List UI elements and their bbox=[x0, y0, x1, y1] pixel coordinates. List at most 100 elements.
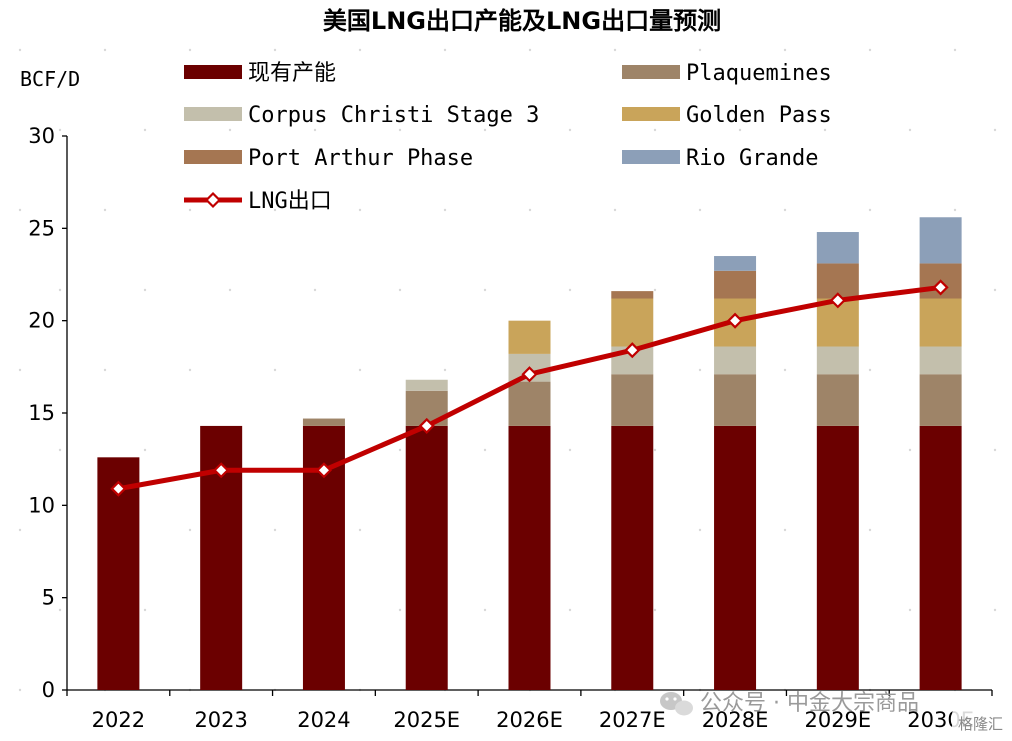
background-dot bbox=[568, 448, 572, 452]
background-dot bbox=[993, 288, 997, 292]
bar-segment bbox=[611, 291, 654, 299]
background-dot bbox=[58, 448, 62, 452]
background-dot bbox=[58, 128, 62, 132]
bar-segment bbox=[714, 256, 757, 271]
background-dot bbox=[698, 48, 702, 52]
line-point-marker bbox=[829, 292, 846, 309]
background-dot bbox=[188, 528, 192, 532]
background-dot bbox=[908, 128, 912, 132]
background-dot bbox=[823, 128, 827, 132]
background-dot bbox=[273, 48, 277, 52]
background-dot bbox=[103, 368, 107, 372]
bar-segment bbox=[611, 298, 654, 347]
bar-segment bbox=[816, 346, 859, 375]
y-tick-label: 20 bbox=[28, 309, 55, 333]
y-tick-label: 25 bbox=[28, 216, 55, 240]
line-point-marker bbox=[213, 462, 230, 479]
background-dot bbox=[18, 528, 22, 532]
bar-segment bbox=[919, 217, 962, 264]
bar-segment bbox=[611, 425, 654, 690]
y-axis-unit-label: BCF/D bbox=[20, 67, 80, 91]
background-dot bbox=[143, 608, 147, 612]
background-dot bbox=[528, 208, 532, 212]
background-dot bbox=[953, 48, 957, 52]
wechat-icon bbox=[660, 692, 693, 716]
background-dot bbox=[783, 48, 787, 52]
background-dot bbox=[228, 288, 232, 292]
background-dot bbox=[993, 448, 997, 452]
bar-segment bbox=[816, 232, 859, 264]
background-dot bbox=[568, 608, 572, 612]
legend-swatch bbox=[184, 65, 242, 79]
bar-segment bbox=[816, 425, 859, 690]
background-dot bbox=[653, 448, 657, 452]
background-dot bbox=[398, 128, 402, 132]
background-dot bbox=[483, 608, 487, 612]
background-dot bbox=[868, 528, 872, 532]
x-tick-label: 2024 bbox=[297, 708, 350, 732]
background-dot bbox=[908, 608, 912, 612]
background-dot bbox=[188, 368, 192, 372]
y-tick-label: 15 bbox=[28, 401, 55, 425]
background-dot bbox=[58, 288, 62, 292]
background-dot bbox=[358, 368, 362, 372]
bar-segment bbox=[714, 374, 757, 426]
x-tick-label: 2023 bbox=[194, 708, 247, 732]
background-dot bbox=[358, 208, 362, 212]
background-dot bbox=[868, 48, 872, 52]
background-dot bbox=[358, 528, 362, 532]
x-tick-label: 2028E bbox=[702, 708, 769, 732]
background-dot bbox=[398, 608, 402, 612]
background-dot bbox=[143, 128, 147, 132]
background-dot bbox=[398, 448, 402, 452]
bar-segment bbox=[919, 346, 962, 375]
background-dot bbox=[443, 208, 447, 212]
bar-segment bbox=[611, 374, 654, 426]
line-point-marker bbox=[315, 462, 333, 479]
background-dot bbox=[653, 128, 657, 132]
line-point-marker bbox=[932, 279, 949, 296]
background-dot bbox=[273, 368, 277, 372]
background-dot bbox=[18, 48, 22, 52]
legend-label: Golden Pass bbox=[686, 103, 832, 128]
background-dot bbox=[568, 128, 572, 132]
bar-segment bbox=[302, 418, 345, 426]
legend-label: 现有产能 bbox=[248, 61, 336, 86]
x-tick-label: 2027E bbox=[599, 708, 666, 732]
background-dot bbox=[738, 128, 742, 132]
bar-segment bbox=[816, 374, 859, 426]
y-tick-label: 30 bbox=[28, 124, 55, 148]
bar-segment bbox=[919, 425, 962, 690]
background-dot bbox=[18, 688, 22, 692]
background-dot bbox=[783, 208, 787, 212]
background-dot bbox=[103, 208, 107, 212]
background-dot bbox=[613, 208, 617, 212]
background-dot bbox=[273, 528, 277, 532]
background-dot bbox=[103, 48, 107, 52]
x-tick-label: 2029E bbox=[804, 708, 871, 732]
background-dot bbox=[188, 48, 192, 52]
legend-item: 现有产能 bbox=[184, 61, 336, 86]
plot-area: 0 5 10 15 20 25 30 2022 2023 2024 2025E 2026E 2027E 2… bbox=[18, 48, 997, 732]
bar-segment bbox=[508, 381, 551, 426]
background-dot bbox=[188, 208, 192, 212]
legend: 现有产能 Plaquemines Corpus Christi Stage 3 Gol… bbox=[184, 61, 832, 214]
background-dot bbox=[18, 208, 22, 212]
background-dot bbox=[908, 448, 912, 452]
legend-item: Plaquemines bbox=[622, 61, 832, 86]
x-tick-label: 2026E bbox=[496, 708, 563, 732]
legend-item: Corpus Christi Stage 3 bbox=[184, 103, 539, 128]
background-dot bbox=[398, 288, 402, 292]
legend-swatch bbox=[184, 107, 242, 121]
legend-item: Golden Pass bbox=[622, 103, 832, 128]
legend-marker bbox=[204, 191, 222, 209]
x-tick-label: 2025E bbox=[393, 708, 460, 732]
legend-swatch bbox=[622, 150, 680, 164]
background-dot bbox=[443, 48, 447, 52]
legend-label: Corpus Christi Stage 3 bbox=[248, 103, 539, 128]
background-dot bbox=[313, 288, 317, 292]
background-dot bbox=[783, 368, 787, 372]
legend-swatch bbox=[622, 65, 680, 79]
watermark-badge-background bbox=[952, 710, 1010, 736]
